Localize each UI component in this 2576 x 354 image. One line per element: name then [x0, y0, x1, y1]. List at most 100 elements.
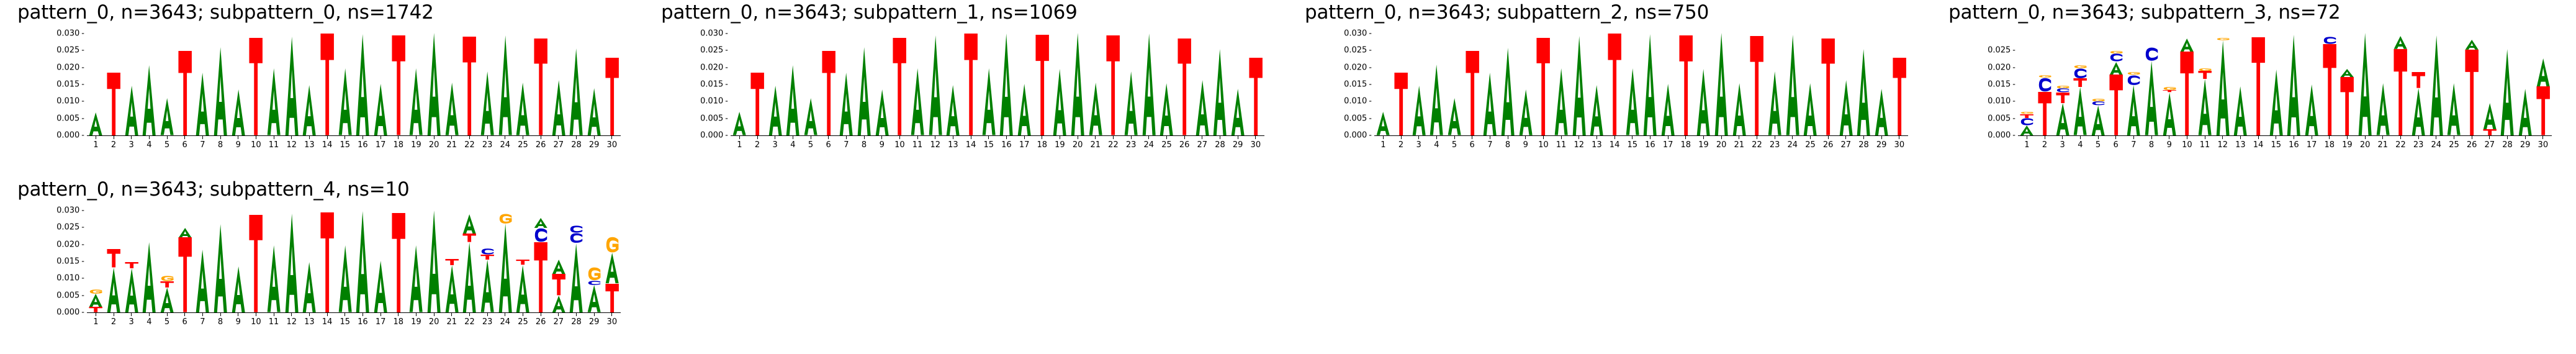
- logo-stack: [1140, 29, 1158, 135]
- nucleotide-c: [569, 225, 583, 233]
- logo-stack: [389, 206, 407, 312]
- nucleotide-a: [125, 85, 138, 135]
- logo-stack: [2410, 29, 2428, 135]
- x-axis-line: [2018, 135, 2552, 136]
- nucleotide-c: [2127, 75, 2140, 85]
- logo-stack: [549, 29, 567, 135]
- nucleotide-a: [2020, 125, 2033, 135]
- x-tick: 2: [1392, 136, 1410, 150]
- nucleotide-a: [552, 295, 565, 312]
- nucleotide-a: [1213, 48, 1227, 135]
- x-tick-mark: [558, 136, 559, 139]
- nucleotide-a: [516, 83, 529, 135]
- logo-stack: [158, 206, 176, 312]
- x-tick: 12: [1570, 136, 1588, 150]
- x-tick-mark: [2506, 136, 2508, 139]
- nucleotide-a: [1768, 71, 1781, 135]
- logo-stack: [300, 206, 318, 312]
- logo-stack: [336, 29, 354, 135]
- x-tick-label: 12: [286, 140, 297, 150]
- x-tick: 3: [122, 313, 140, 327]
- x-tick: 13: [944, 136, 962, 150]
- nucleotide-a: [1714, 32, 1728, 135]
- logo-stack: [891, 29, 909, 135]
- x-tick-label: 14: [1609, 140, 1620, 150]
- nucleotide-t: [320, 212, 334, 312]
- logo-stack: [1104, 29, 1122, 135]
- x-tick-label: 4: [146, 140, 152, 150]
- x-tick: 5: [158, 313, 176, 327]
- nucleotide-t: [1178, 39, 1191, 135]
- nucleotide-t: [2038, 91, 2051, 135]
- nucleotide-a: [1661, 84, 1675, 135]
- x-tick: 29: [1873, 136, 1891, 150]
- logo-panel-3: pattern_0, n=3643; subpattern_3, ns=72 0.…: [1931, 0, 2575, 177]
- x-tick: 12: [282, 136, 300, 150]
- x-tick-label: 8: [217, 317, 223, 327]
- nucleotide-a: [409, 68, 423, 135]
- nucleotide-a: [196, 249, 209, 312]
- x-tick-mark: [593, 313, 595, 316]
- x-tick: 3: [1410, 136, 1428, 150]
- x-tick-label: 1: [93, 140, 99, 150]
- y-tick-label: 0.025-: [700, 45, 728, 55]
- x-tick-label: 2: [110, 140, 117, 150]
- x-tick-mark: [487, 136, 488, 139]
- x-tick-mark: [2151, 136, 2152, 139]
- x-tick: 1: [2018, 136, 2036, 150]
- x-tick: 16: [354, 136, 372, 150]
- x-tick: 16: [998, 136, 1016, 150]
- x-tick: 9: [229, 313, 247, 327]
- nucleotide-t: [1750, 36, 1764, 135]
- x-tick-label: 15: [1627, 140, 1638, 150]
- x-tick-label: 5: [2095, 140, 2101, 150]
- logo-stack: [837, 29, 855, 135]
- x-tick-mark: [863, 136, 865, 139]
- nucleotide-a: [2376, 83, 2390, 135]
- x-tick: 19: [1695, 136, 1713, 150]
- x-tick-label: 29: [588, 317, 600, 327]
- x-tick-label: 26: [535, 140, 546, 150]
- x-tick-label: 30: [1894, 140, 1905, 150]
- x-tick-mark: [1578, 136, 1580, 139]
- panel-title: pattern_0, n=3643; subpattern_4, ns=10: [17, 178, 410, 201]
- logo-stack: [1499, 29, 1517, 135]
- x-tick: 6: [176, 136, 194, 150]
- x-tick-label: 25: [518, 140, 528, 150]
- logo-stack: [194, 29, 212, 135]
- x-tick-label: 20: [428, 140, 439, 150]
- nucleotide-t: [2412, 72, 2425, 89]
- logo-stack: [944, 29, 962, 135]
- nucleotide-a: [982, 68, 996, 135]
- nucleotide-g: [498, 214, 512, 224]
- x-tick-label: 8: [2148, 140, 2155, 150]
- x-tick-mark: [1436, 136, 1437, 139]
- nucleotide-t: [392, 35, 405, 135]
- nucleotide-a: [1160, 83, 1173, 135]
- y-axis: 0.000- 0.005- 0.010- 0.015- 0.020- 0.025-: [1988, 29, 2552, 140]
- nucleotide-a: [302, 262, 316, 312]
- logo-stack: [1481, 29, 1499, 135]
- x-tick: 21: [1086, 136, 1104, 150]
- nucleotide-a: [356, 34, 369, 135]
- x-tick: 6: [1463, 136, 1481, 150]
- x-tick: 6: [176, 313, 194, 327]
- x-tick-mark: [1130, 136, 1132, 139]
- nucleotide-a: [232, 89, 245, 135]
- x-tick-mark: [2400, 136, 2401, 139]
- x-tick-label: 6: [182, 317, 187, 327]
- x-tick-mark: [845, 136, 847, 139]
- logo-stack: [265, 206, 283, 312]
- x-tick-mark: [1721, 136, 1722, 139]
- logo-stack: [1158, 29, 1176, 135]
- x-tick: 17: [372, 136, 390, 150]
- logo-stack: [1446, 29, 1464, 135]
- logo-stack: [105, 206, 123, 312]
- x-tick-label: 13: [1592, 140, 1602, 150]
- x-axis-line: [731, 135, 1264, 136]
- nucleotide-t: [1249, 57, 1263, 135]
- x-tick: 8: [1499, 136, 1517, 150]
- x-tick-label: 10: [894, 140, 905, 150]
- x-tick: 17: [372, 313, 390, 327]
- nucleotide-a: [2412, 88, 2425, 135]
